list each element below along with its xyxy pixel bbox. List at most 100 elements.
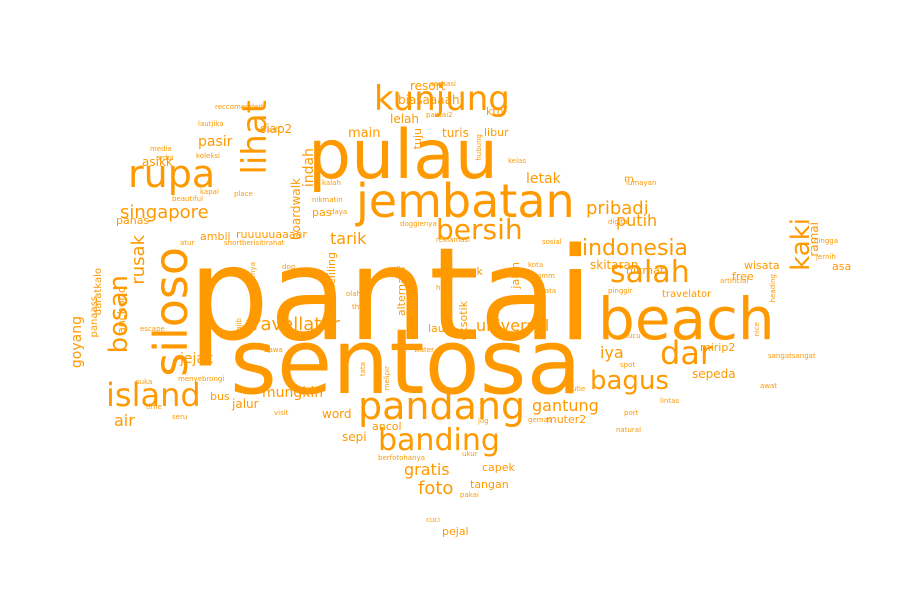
word: dog xyxy=(282,263,296,271)
word: pantai2 xyxy=(426,111,453,119)
word: bersih xyxy=(436,213,523,246)
word: salah xyxy=(610,255,690,290)
word: olah xyxy=(346,290,361,298)
word: sosial xyxy=(542,238,562,246)
word: kota xyxy=(528,261,544,269)
word: tangan xyxy=(470,478,509,491)
word: kelas xyxy=(508,157,526,165)
word: cuci xyxy=(426,516,441,524)
word: sebenernya xyxy=(249,262,257,304)
word: water xyxy=(414,346,434,354)
word: biasaaaah xyxy=(398,93,460,107)
word: nikmat xyxy=(626,264,665,277)
word: pulau xyxy=(308,116,498,195)
word: reccomended xyxy=(215,103,263,111)
word: bus xyxy=(210,390,230,403)
word: media xyxy=(150,145,172,153)
word: asli xyxy=(268,126,280,134)
word: lautjika xyxy=(198,120,224,128)
word: jernih xyxy=(816,253,836,261)
word: banding xyxy=(378,423,500,458)
word: thie xyxy=(352,303,366,311)
word: visit xyxy=(274,409,289,417)
word: alternatif xyxy=(395,266,408,317)
word: reklamasi xyxy=(436,236,471,244)
word: sensasi xyxy=(430,80,456,88)
word: kunjung xyxy=(374,79,510,119)
word: resort xyxy=(410,79,446,93)
word: ukur xyxy=(462,450,478,458)
word: pas xyxy=(312,206,332,219)
word: lucu xyxy=(626,332,641,340)
word: pakai xyxy=(460,491,479,499)
word: siap2 xyxy=(260,122,293,136)
word: kalah xyxy=(322,179,341,187)
word: nikmatin xyxy=(312,196,343,204)
word: m xyxy=(624,174,634,185)
word: wisata xyxy=(744,259,780,272)
word: universal xyxy=(476,316,550,335)
word: turis xyxy=(442,126,469,140)
word: air xyxy=(114,411,135,430)
word: escape xyxy=(140,325,165,333)
word: pejal xyxy=(442,525,469,538)
word: laut xyxy=(428,322,450,335)
word: gantung xyxy=(532,396,599,415)
word: nice xyxy=(753,322,761,337)
word: rusak xyxy=(128,235,149,285)
word: pantai xyxy=(188,221,593,370)
word: mata xyxy=(538,287,557,295)
word: hubung xyxy=(475,134,483,161)
word: main xyxy=(348,126,381,141)
word: lintas xyxy=(660,397,680,405)
word: place xyxy=(234,190,253,198)
word: panas xyxy=(116,214,150,227)
word: atur xyxy=(180,239,195,247)
word: pinggir xyxy=(608,287,633,295)
word: sentosa xyxy=(230,310,582,415)
word: ambil xyxy=(200,230,231,243)
word: port xyxy=(624,409,639,417)
word: asa xyxy=(832,260,852,273)
word: daratkalo xyxy=(93,268,104,316)
word: spot xyxy=(620,361,636,369)
word: lumayan xyxy=(626,179,657,187)
word: goyang xyxy=(69,316,85,369)
word: menyebrongi xyxy=(178,375,225,383)
word: time xyxy=(146,403,162,411)
word: anchorid xyxy=(115,286,128,335)
word: travelator xyxy=(662,289,712,300)
word: eksotik xyxy=(457,301,470,341)
word: capek xyxy=(482,461,515,474)
word: libur xyxy=(484,126,509,139)
word: hmmm xyxy=(530,272,555,280)
word: ancol xyxy=(372,420,402,433)
word: bawa xyxy=(264,346,283,354)
word: hingga xyxy=(814,237,838,245)
word: singapore xyxy=(120,202,209,223)
word: ruuuuuaaaar xyxy=(236,228,307,241)
word: gemas xyxy=(528,416,552,424)
word: awat xyxy=(760,382,778,390)
word: doggienya xyxy=(400,220,437,228)
word: sepi xyxy=(342,430,367,444)
word: beach xyxy=(598,285,775,353)
word: digital xyxy=(608,218,630,226)
word: free xyxy=(732,270,754,283)
word: hobi xyxy=(436,284,452,292)
word: shortberisitirahat xyxy=(224,239,285,247)
word: indonesia xyxy=(582,236,689,261)
word: wajib xyxy=(235,318,243,337)
word: indah xyxy=(301,148,317,188)
word: jalur xyxy=(232,397,259,411)
word: beautiful xyxy=(172,195,204,203)
word: skitaran xyxy=(590,258,639,272)
word: sangatsangat xyxy=(768,352,816,360)
word: jembatan xyxy=(356,174,575,228)
word: dar xyxy=(660,334,714,372)
word: rupa xyxy=(128,152,216,196)
word: pandang xyxy=(358,384,526,428)
word: jejak xyxy=(180,351,214,367)
word: koleksi xyxy=(196,152,220,160)
